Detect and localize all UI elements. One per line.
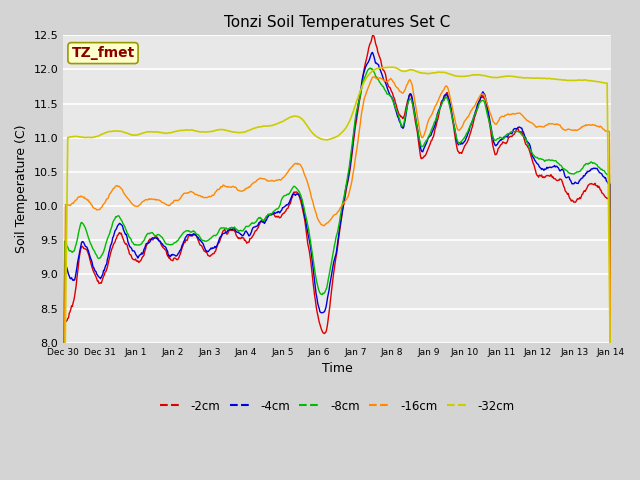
Title: Tonzi Soil Temperatures Set C: Tonzi Soil Temperatures Set C	[224, 15, 450, 30]
X-axis label: Time: Time	[322, 362, 353, 375]
Y-axis label: Soil Temperature (C): Soil Temperature (C)	[15, 125, 28, 253]
Legend: -2cm, -4cm, -8cm, -16cm, -32cm: -2cm, -4cm, -8cm, -16cm, -32cm	[155, 395, 519, 417]
Text: TZ_fmet: TZ_fmet	[72, 46, 134, 60]
